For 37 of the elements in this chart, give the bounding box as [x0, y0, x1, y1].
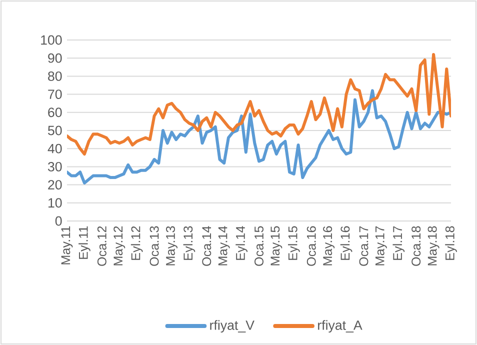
x-tick-label: May.15 — [270, 226, 282, 266]
x-tick-label: Oca.13 — [150, 226, 159, 266]
y-tick-label: 80 — [48, 71, 62, 81]
x-tick-label: Eyl.16 — [340, 226, 352, 260]
x-tick-label: Oca.12 — [97, 226, 106, 266]
x-tick-label: Oca.14 — [202, 226, 212, 266]
x-tick-label: Eyl.17 — [392, 226, 405, 260]
x-tick-label: Oca.16 — [306, 226, 316, 266]
x-tick-label: May.17 — [376, 226, 387, 266]
x-tick-label: May.18 — [428, 226, 440, 266]
y-tick-label: 20 — [48, 180, 62, 190]
y-tick-label: 30 — [48, 162, 62, 172]
x-tick-label: May.16 — [323, 226, 335, 266]
x-tick-label: May.13 — [166, 226, 178, 266]
x-tick-label: Eyl.15 — [288, 226, 300, 260]
x-tick-label: May.12 — [114, 226, 126, 266]
x-tick-label: Eyl.12 — [130, 226, 143, 260]
legend-label: rfiyat_V — [210, 320, 254, 333]
y-tick-label: 70 — [48, 90, 62, 100]
x-tick-label: Oca.17 — [359, 226, 368, 266]
x-tick-label: Eyl.13 — [183, 226, 196, 260]
y-tick-label: 60 — [48, 108, 62, 118]
x-tick-label: May.11 — [61, 226, 73, 264]
x-tick-label: Oca.15 — [254, 226, 264, 266]
legend-label: rfiyat_A — [318, 320, 362, 333]
x-tick-label: Eyl.11 — [78, 226, 90, 259]
y-tick-label: 0 — [55, 216, 62, 226]
y-tick-label: 50 — [48, 126, 62, 136]
x-tick-label: May.14 — [218, 226, 230, 266]
y-tick-label: 90 — [48, 53, 62, 63]
y-tick-label: 100 — [41, 35, 62, 45]
y-tick-label: 40 — [48, 144, 62, 154]
line-series — [67, 52, 451, 156]
x-tick-label: Eyl.14 — [236, 226, 248, 260]
x-tick-label: Eyl.18 — [445, 226, 457, 260]
x-tick-label: Oca.18 — [412, 226, 421, 266]
y-tick-label: 10 — [48, 198, 62, 208]
